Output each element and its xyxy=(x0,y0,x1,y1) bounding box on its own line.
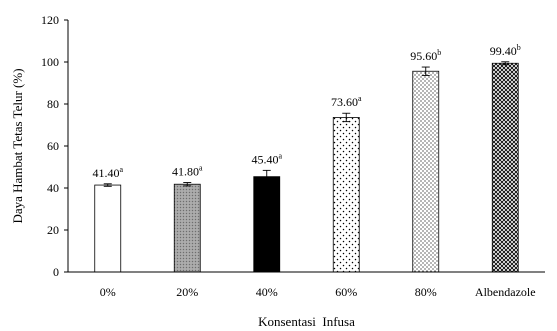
bar xyxy=(253,176,281,273)
error-bar xyxy=(342,112,351,123)
y-tick-label: 20 xyxy=(47,223,59,237)
x-tick-label: 80% xyxy=(415,285,437,299)
y-tick-label: 80 xyxy=(47,97,59,111)
x-tick-label: 40% xyxy=(256,285,278,299)
error-bar xyxy=(183,182,192,187)
error-bar xyxy=(501,61,510,66)
x-axis-ticks: 0% 20% 40% 60% 80% Albendazole xyxy=(100,285,536,299)
error-bar xyxy=(262,169,271,184)
data-label: 41.40a xyxy=(92,165,123,180)
significance-letter: a xyxy=(199,164,203,173)
y-axis-title: Daya Hambat Tetas Telur (%) xyxy=(10,68,25,223)
data-label: 95.60b xyxy=(410,48,441,63)
significance-letter: a xyxy=(358,94,362,103)
x-tick-label: 20% xyxy=(176,285,198,299)
bar xyxy=(332,117,360,273)
x-tick-label: 0% xyxy=(100,285,116,299)
bar xyxy=(173,183,201,273)
data-label: 41.80a xyxy=(172,164,203,179)
y-tick-label: 40 xyxy=(47,181,59,195)
significance-letter: a xyxy=(119,165,123,174)
x-axis-title: Konsentasi Infusa xyxy=(258,314,355,329)
x-tick-label: 60% xyxy=(335,285,357,299)
y-tick-label: 0 xyxy=(53,265,59,279)
significance-letter: a xyxy=(278,151,282,160)
bars: 41.40a 41.80a 45.40a 73.60a 95.60b 99.40b xyxy=(92,43,521,273)
error-bar xyxy=(421,66,430,76)
data-label: 99.40b xyxy=(490,43,521,58)
data-label: 45.40a xyxy=(251,151,282,166)
x-tick-label: Albendazole xyxy=(475,285,536,299)
significance-letter: b xyxy=(437,48,441,57)
data-label: 73.60a xyxy=(331,94,362,109)
bar xyxy=(412,70,440,273)
y-tick-label: 120 xyxy=(41,13,59,27)
bar xyxy=(94,184,122,273)
bar xyxy=(491,62,519,273)
significance-letter: b xyxy=(517,43,521,52)
error-bar xyxy=(103,183,112,187)
y-tick-label: 60 xyxy=(47,139,59,153)
y-tick-label: 100 xyxy=(41,55,59,69)
y-axis-ticks: 0 20 40 60 80 100 120 xyxy=(41,13,68,279)
